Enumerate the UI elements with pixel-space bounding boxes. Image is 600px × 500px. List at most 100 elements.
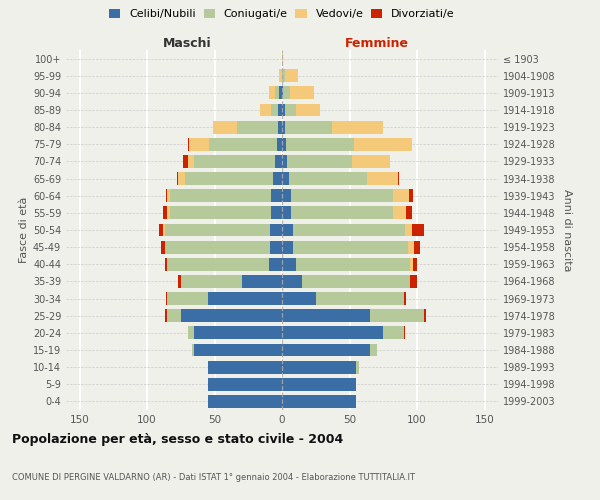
Y-axis label: Anni di nascita: Anni di nascita xyxy=(562,188,572,271)
Bar xyxy=(383,326,404,340)
Bar xyxy=(280,86,282,100)
Bar xyxy=(282,206,292,220)
Bar xyxy=(405,224,412,236)
Bar xyxy=(191,344,194,356)
Bar xyxy=(187,155,194,168)
Bar xyxy=(167,190,170,202)
Bar xyxy=(285,104,296,117)
Bar xyxy=(166,292,167,305)
Bar xyxy=(282,326,383,340)
Bar xyxy=(208,292,282,305)
Bar xyxy=(275,86,280,100)
Bar xyxy=(280,70,282,82)
Bar xyxy=(296,104,320,117)
Bar xyxy=(409,190,413,202)
Bar xyxy=(332,120,383,134)
Bar xyxy=(282,120,285,134)
Bar xyxy=(278,104,282,117)
Bar xyxy=(282,52,283,65)
Bar xyxy=(404,326,405,340)
Bar xyxy=(270,240,282,254)
Bar xyxy=(393,206,406,220)
Bar xyxy=(208,360,282,374)
Bar xyxy=(282,310,370,322)
Bar xyxy=(282,240,293,254)
Bar xyxy=(167,206,170,220)
Bar xyxy=(159,224,163,236)
Bar xyxy=(194,155,275,168)
Bar xyxy=(282,224,293,236)
Bar xyxy=(316,292,404,305)
Bar xyxy=(282,70,285,82)
Bar xyxy=(282,292,316,305)
Bar xyxy=(410,258,413,270)
Bar xyxy=(282,378,356,390)
Bar xyxy=(275,155,282,168)
Bar xyxy=(302,275,410,288)
Bar xyxy=(185,172,272,185)
Bar xyxy=(238,120,278,134)
Bar xyxy=(241,275,282,288)
Y-axis label: Fasce di età: Fasce di età xyxy=(19,197,29,263)
Bar xyxy=(167,310,181,322)
Bar xyxy=(164,240,270,254)
Bar xyxy=(184,155,187,168)
Bar xyxy=(285,70,298,82)
Bar xyxy=(176,172,178,185)
Bar xyxy=(181,275,241,288)
Bar xyxy=(412,224,424,236)
Bar xyxy=(209,138,277,150)
Bar xyxy=(178,275,181,288)
Bar xyxy=(272,172,282,185)
Bar xyxy=(271,206,282,220)
Bar xyxy=(289,172,367,185)
Bar xyxy=(413,258,417,270)
Bar xyxy=(167,292,208,305)
Bar xyxy=(269,86,275,100)
Text: Femmine: Femmine xyxy=(345,36,409,50)
Bar xyxy=(352,155,390,168)
Bar xyxy=(367,172,398,185)
Bar xyxy=(406,206,412,220)
Bar xyxy=(271,104,278,117)
Bar xyxy=(187,138,189,150)
Bar xyxy=(178,172,185,185)
Bar xyxy=(164,310,167,322)
Bar xyxy=(296,258,410,270)
Bar xyxy=(407,240,415,254)
Bar xyxy=(170,206,271,220)
Bar xyxy=(277,138,282,150)
Bar xyxy=(370,344,377,356)
Bar xyxy=(282,360,356,374)
Bar xyxy=(370,310,424,322)
Bar xyxy=(194,344,282,356)
Bar xyxy=(282,344,370,356)
Bar xyxy=(181,310,282,322)
Bar xyxy=(270,224,282,236)
Bar xyxy=(282,275,302,288)
Bar xyxy=(287,155,352,168)
Bar xyxy=(293,240,407,254)
Bar xyxy=(213,120,238,134)
Bar xyxy=(194,326,282,340)
Bar xyxy=(166,190,167,202)
Bar xyxy=(160,240,164,254)
Bar xyxy=(290,86,314,100)
Bar xyxy=(404,292,406,305)
Text: Popolazione per età, sesso e stato civile - 2004: Popolazione per età, sesso e stato civil… xyxy=(12,432,343,446)
Bar xyxy=(393,190,409,202)
Bar xyxy=(282,172,289,185)
Bar xyxy=(208,378,282,390)
Bar xyxy=(282,395,356,408)
Bar xyxy=(292,190,393,202)
Bar xyxy=(164,224,270,236)
Bar xyxy=(163,206,167,220)
Bar xyxy=(187,326,194,340)
Bar xyxy=(356,360,359,374)
Legend: Celibi/Nubili, Coniugati/e, Vedovi/e, Divorziati/e: Celibi/Nubili, Coniugati/e, Vedovi/e, Di… xyxy=(109,9,455,19)
Bar xyxy=(285,120,332,134)
Bar xyxy=(353,138,412,150)
Bar xyxy=(292,206,393,220)
Bar xyxy=(398,172,400,185)
Bar xyxy=(282,190,292,202)
